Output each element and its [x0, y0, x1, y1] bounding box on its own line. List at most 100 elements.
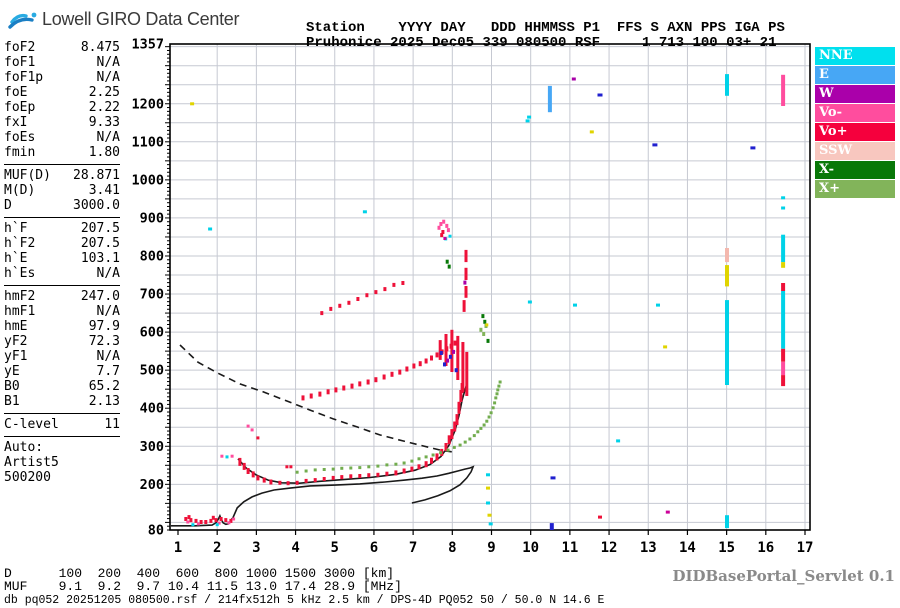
- echo-point: [322, 477, 326, 481]
- echo-point: [326, 389, 330, 395]
- y-axis-label: 600: [140, 325, 164, 341]
- echo-point: [238, 457, 242, 466]
- echo-point: [295, 480, 299, 485]
- echo-point: [313, 468, 317, 472]
- echo-point: [199, 520, 203, 524]
- echo-point: [340, 466, 344, 470]
- param-row-clevel: C-level 11: [4, 417, 120, 432]
- series-spread-purple-dots: [446, 349, 455, 363]
- parameter-panel: foF2 8.475 foF1 N/A foF1p N/A foE 2.25 foEp 2.22 f…: [4, 40, 120, 485]
- param-label: foE: [4, 85, 28, 100]
- echo-point: [338, 303, 342, 308]
- series-rfi-column-15mhz-yellow: [725, 265, 729, 287]
- y-axis-label: 400: [140, 401, 164, 417]
- echo-point: [232, 517, 236, 521]
- param-label: MUF(D): [4, 168, 51, 183]
- echo-point: [358, 466, 362, 470]
- series-left-cyan-dots: [225, 455, 229, 459]
- y-axis-label: 800: [140, 248, 164, 264]
- echo-point: [440, 233, 444, 238]
- true-height-profile: [170, 465, 475, 527]
- distance-row: D 100 200 400 600 800 1000 1500 3000 [km…: [4, 566, 395, 581]
- echo-point: [189, 518, 193, 523]
- echo-point: [278, 480, 282, 485]
- param-label: h`F: [4, 221, 28, 236]
- echo-point: [220, 454, 224, 458]
- echo-point: [486, 486, 490, 490]
- echo-column: [781, 262, 786, 268]
- legend-item-x: X+: [815, 180, 895, 198]
- echo-point: [209, 518, 213, 523]
- series-spread-navy-dots: [439, 351, 458, 373]
- echo-column: [464, 249, 468, 263]
- series-third-hop-f: [320, 281, 405, 316]
- x-axis-label: 11: [561, 540, 578, 556]
- echo-point: [347, 300, 351, 305]
- echo-column: [547, 85, 552, 113]
- param-value: N/A: [96, 130, 120, 145]
- ionogram-plot: 1357 1200 1100 1000 900 800 700 600 500 400 300 200…: [120, 37, 817, 562]
- echo-point: [472, 434, 476, 438]
- param-value: 11: [104, 417, 120, 432]
- param-label: yF1: [4, 349, 28, 364]
- series-o-trace-f2: [238, 383, 464, 486]
- x-axis-label: 17: [797, 540, 814, 556]
- param-value: N/A: [96, 349, 120, 364]
- series-rfi-blue-column: [547, 85, 552, 113]
- echo-point: [246, 468, 250, 474]
- echo-point: [573, 303, 577, 307]
- echo-point: [362, 210, 367, 214]
- echo-point: [358, 474, 362, 478]
- x-axis-label: 10: [522, 540, 539, 556]
- echo-column: [781, 283, 786, 291]
- echo-point: [230, 454, 234, 458]
- param-label: foEp: [4, 100, 36, 115]
- echo-point: [285, 465, 289, 469]
- series-second-hop-spread: [438, 329, 469, 396]
- x-axis-label: 8: [448, 540, 456, 556]
- echo-point: [496, 388, 500, 392]
- giro-wave-icon: [8, 12, 37, 29]
- echo-point: [455, 414, 459, 426]
- param-value: 9.33: [88, 115, 120, 130]
- echo-point: [527, 300, 532, 304]
- echo-column: [725, 248, 729, 263]
- echo-column: [462, 300, 466, 312]
- echo-point: [665, 510, 670, 514]
- echo-point: [225, 455, 229, 459]
- series-rfi-cyan-dots: [208, 115, 786, 526]
- echo-point: [412, 363, 416, 369]
- echo-point: [392, 282, 396, 287]
- echo-point: [374, 377, 378, 383]
- echo-point: [468, 437, 472, 441]
- series-spread-850-magenta: [443, 237, 447, 240]
- param-label: M(D): [4, 183, 36, 198]
- echo-point: [450, 429, 454, 440]
- x-axis-label: 16: [757, 540, 774, 556]
- echo-point: [190, 102, 195, 106]
- echo-point: [410, 466, 414, 472]
- series-rfi-navy-dots: [550, 93, 756, 480]
- x-axis-label: 3: [252, 540, 260, 556]
- param-label: fxI: [4, 115, 28, 130]
- echo-point: [453, 421, 457, 432]
- y-axis-label: 900: [140, 210, 164, 226]
- echo-point: [439, 451, 443, 455]
- echo-point: [616, 439, 621, 443]
- echo-point: [485, 323, 489, 327]
- series-third-hop-column-purple: [463, 280, 467, 285]
- echo-point: [224, 518, 228, 523]
- echo-point: [418, 361, 422, 367]
- echo-point: [196, 522, 200, 526]
- station-header: Station YYYY DAY DDD HHMMSS P1 FFS S AXN…: [306, 21, 785, 51]
- echo-column: [456, 335, 460, 380]
- echo-point: [430, 457, 433, 464]
- param-value: N/A: [96, 55, 120, 70]
- echo-point: [439, 351, 443, 355]
- echo-point: [448, 354, 452, 359]
- param-row-fof2: foF2 8.475: [4, 40, 120, 55]
- echo-point: [349, 474, 353, 479]
- echo-column: [444, 334, 448, 366]
- echo-point: [652, 143, 658, 147]
